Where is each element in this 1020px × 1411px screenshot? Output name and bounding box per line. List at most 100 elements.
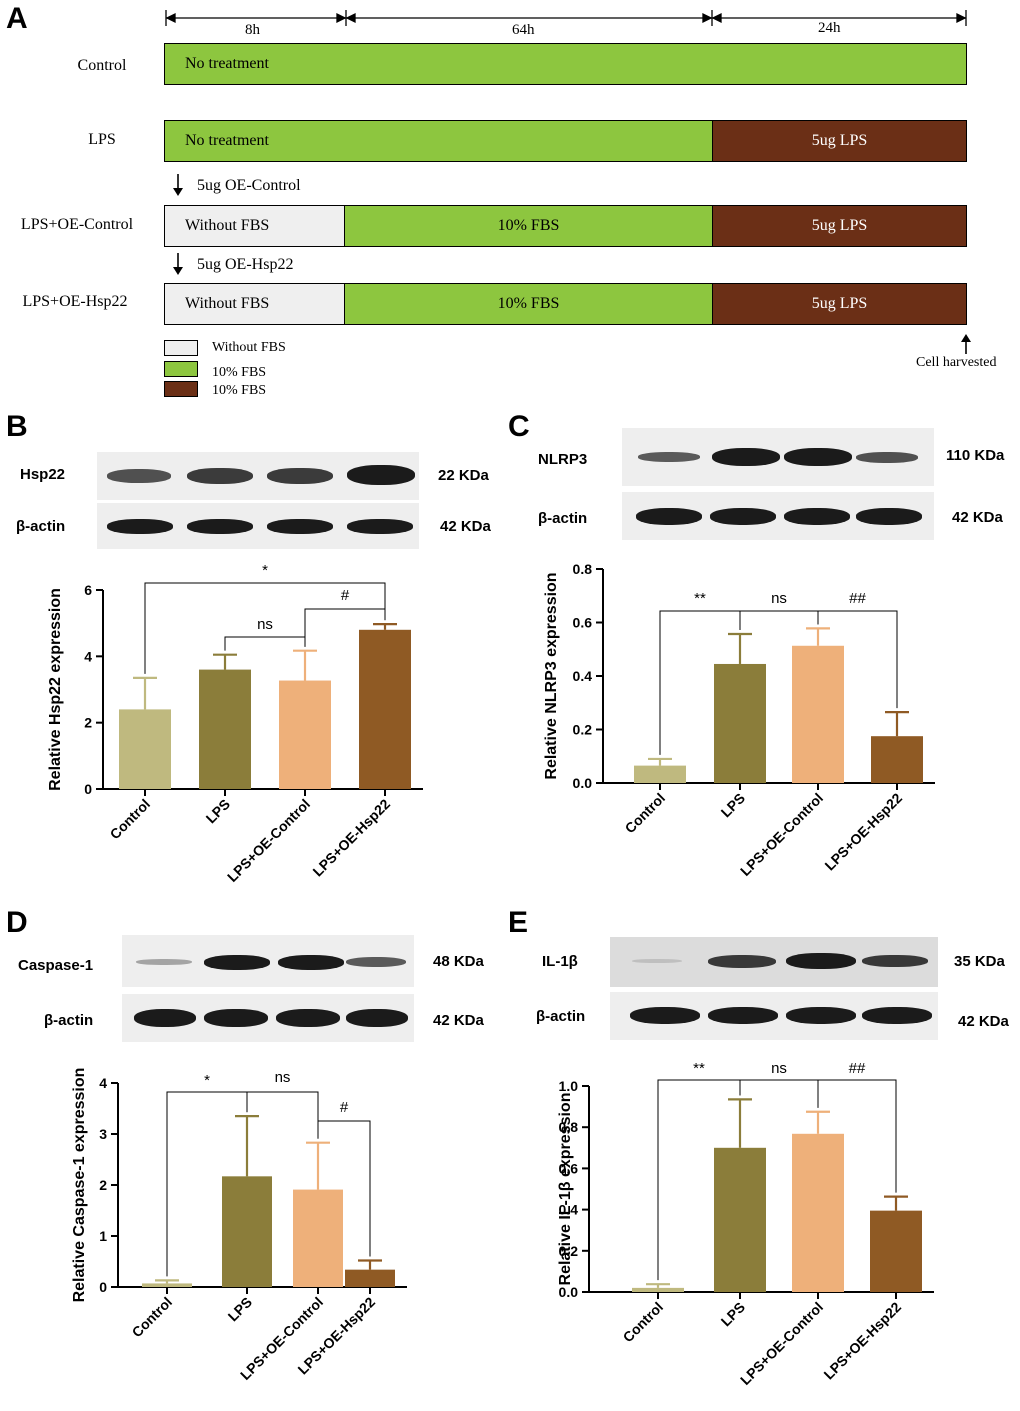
row-label-control: Control [77,57,127,74]
blot-e-protein-membrane [610,937,938,987]
band [346,1009,408,1027]
blot-d-control-label: β-actin [44,1012,94,1029]
chart-b-bar [119,709,171,789]
band [786,953,856,969]
segment-oe-hsp22-5ug-lps: 5ug LPS [712,283,967,325]
chart-e-category-label: Control [620,1299,667,1346]
chart-b-significance-label: ns [257,616,273,633]
chart-d-significance-bracket [246,1091,319,1139]
band [784,508,850,525]
chart-e-bar [714,1147,766,1292]
segment-lps-no-treatment: No treatment [164,120,713,162]
band [856,508,922,525]
chart-e-y-tick-label: 0.6 [559,1160,579,1176]
blot-c-protein-label: NLRP3 [538,451,588,468]
band [347,465,415,485]
chart-d-y-tick-label: 2 [99,1177,107,1193]
segment-lps-5ug-lps: 5ug LPS [712,120,967,162]
panel-letter-b: B [6,410,28,443]
chart-d-category-label: Control [129,1294,176,1341]
blot-e-control-kda: 42 KDa [958,1013,1009,1030]
chart-c-bar [792,645,844,783]
panel-letter-c: C [508,410,530,443]
timeline-duration-arrows [165,10,967,26]
chart-b-significance-label: # [341,587,350,604]
panel-letter-a: A [6,2,28,35]
legend-swatch-10-fbs-brown [164,381,198,397]
duration-label-64h: 64h [512,22,535,38]
chart-d-bar [293,1189,343,1287]
band [630,1007,700,1024]
chart-e-significance-label: ## [849,1060,866,1077]
chart-e-category-label: LPS+OE-Control [737,1299,826,1388]
down-arrow-icon [173,253,183,275]
band [134,1009,196,1027]
down-arrow-icon [173,174,183,196]
chart-e-y-tick-label: 0.2 [559,1243,579,1259]
chart-b-y-tick-label: 4 [84,648,92,664]
blot-d-control-membrane [122,994,414,1042]
chart-b-category-label: LPS+OE-Hsp22 [309,796,393,880]
legend-label-10-fbs-brown: 10% FBS [212,383,267,398]
arrow-note-oe-control: 5ug OE-Control [197,177,301,194]
band [784,448,852,466]
arrow-note-oe-hsp22: 5ug OE-Hsp22 [197,256,294,273]
chart-e-y-tick-label: 0.4 [559,1202,579,1218]
blot-b-control-label: β-actin [16,518,66,535]
chart-e-y-axis-label: Relative IL-1β expression [557,1093,574,1286]
chart-b-category-label: Control [107,796,154,843]
legend-label-10-fbs-green: 10% FBS [212,365,267,380]
chart-c-y-tick-label: 0.4 [573,668,593,684]
chart-c-y-tick-label: 0.8 [573,561,593,577]
blot-c-control-label: β-actin [538,510,588,527]
band [107,469,171,483]
blot-d-protein-kda: 48 KDa [433,953,484,970]
chart-b-bar [279,680,331,789]
duration-label-8h: 8h [245,22,260,38]
chart-c-significance-label: ## [849,590,866,607]
blot-b-protein-kda: 22 KDa [438,467,489,484]
chart-c-y-axis-label: Relative NLRP3 expression [543,572,560,779]
chart-c-y-tick-label: 0.2 [573,722,593,738]
row-label-lps: LPS [88,131,116,148]
blot-c-control-membrane [622,492,934,540]
chart-e-bar [792,1133,844,1292]
segment-oe-control-10-fbs: 10% FBS [344,205,713,247]
band [187,519,253,534]
band [278,955,344,970]
chart-d-bar [222,1176,272,1287]
chart-d-significance-label: ns [275,1069,291,1086]
chart-b-y-axis-label: Relative Hsp22 expression [47,588,64,791]
blot-e-protein-kda: 35 KDa [954,953,1005,970]
blot-e-protein-label: IL-1β [542,953,578,970]
chart-b-y-tick-label: 6 [84,582,92,598]
chart-e-bar [632,1287,684,1292]
segment-oe-control-5ug-lps: 5ug LPS [712,205,967,247]
blot-c-control-kda: 42 KDa [952,509,1003,526]
chart-d-significance-bracket [317,1120,371,1257]
segment-oe-hsp22-without-fbs: Without FBS [164,283,345,325]
chart-e-y-tick-label: 1.0 [559,1078,579,1094]
chart-b-bar [359,629,411,789]
chart-c-significance-label: ** [694,590,706,607]
chart-e-category-label: LPS [718,1299,749,1330]
band [862,1007,932,1024]
chart-b-category-label: LPS [203,796,234,827]
band [187,468,253,484]
chart-d-bar [345,1269,395,1287]
chart-b-significance-bracket [144,582,386,674]
blot-c-protein-kda: 110 KDa [946,447,1005,464]
chart-b-significance-label: * [262,562,268,579]
band [347,519,413,534]
chart-c-category-label: LPS+OE-Control [737,790,826,879]
band [856,452,918,463]
band [204,1009,268,1027]
segment-control-no-treatment: No treatment [164,43,967,85]
chart-c-y-tick-label: 0.6 [573,615,593,631]
band [267,468,333,484]
chart-b-y-tick-label: 2 [84,715,92,731]
chart-c-category-label: LPS+OE-Hsp22 [821,790,905,874]
blot-b-protein-membrane [97,452,419,500]
blot-b-control-kda: 42 KDa [440,518,491,535]
chart-c-category-label: Control [622,790,669,837]
